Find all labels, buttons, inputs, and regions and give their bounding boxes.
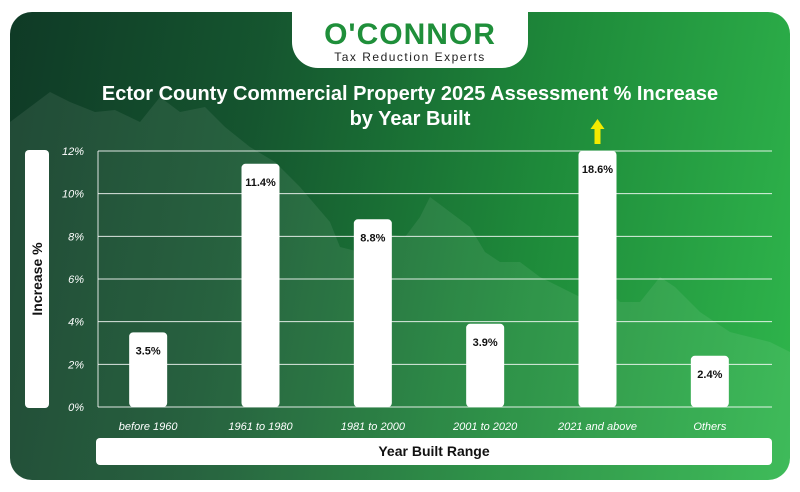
category-label: 2021 and above <box>557 421 637 433</box>
x-axis-label: Year Built Range <box>378 443 490 459</box>
y-tick-labels: 0% 2% 4% 6% 8% 10% 12% <box>62 146 84 414</box>
y-axis-label-box <box>25 150 49 408</box>
y-tick-label: 4% <box>68 317 84 329</box>
overflow-arrow-icon <box>590 119 605 144</box>
company-logo: O'CONNOR <box>324 18 496 51</box>
category-label: Others <box>693 421 727 433</box>
company-tagline: Tax Reduction Experts <box>334 50 486 64</box>
data-label: 3.5% <box>136 345 161 357</box>
y-tick-label: 0% <box>68 402 84 414</box>
data-label: 18.6% <box>582 164 613 176</box>
bar <box>690 355 729 407</box>
data-label: 8.8% <box>360 232 385 244</box>
logo-tab: O'CONNOR Tax Reduction Experts <box>292 12 528 68</box>
chart-title: Ector County Commercial Property 2025 As… <box>101 83 719 130</box>
y-tick-label: 10% <box>62 189 84 201</box>
bar <box>578 151 617 407</box>
bars: 3.5% 11.4% 8.8% 3.9% 18.6% 2.4% <box>129 119 729 407</box>
data-label: 2.4% <box>697 369 722 381</box>
gridlines <box>97 150 772 408</box>
y-tick-label: 8% <box>68 231 84 243</box>
data-label: 3.9% <box>473 337 498 349</box>
bar <box>466 323 505 407</box>
y-tick-label: 6% <box>68 274 84 286</box>
y-tick-label: 12% <box>62 146 84 158</box>
x-axis-label-box: Year Built Range <box>96 438 772 465</box>
category-label: 2001 to 2020 <box>452 421 518 433</box>
category-label: before 1960 <box>119 421 179 433</box>
category-labels: before 1960 1961 to 1980 1981 to 2000 2001 … <box>119 421 727 433</box>
y-tick-label: 2% <box>67 359 84 371</box>
bar <box>129 332 168 407</box>
data-label: 11.4% <box>245 177 276 189</box>
category-label: 1981 to 2000 <box>341 421 406 433</box>
category-label: 1961 to 1980 <box>228 421 293 433</box>
bar <box>241 163 280 407</box>
bar <box>353 219 392 407</box>
